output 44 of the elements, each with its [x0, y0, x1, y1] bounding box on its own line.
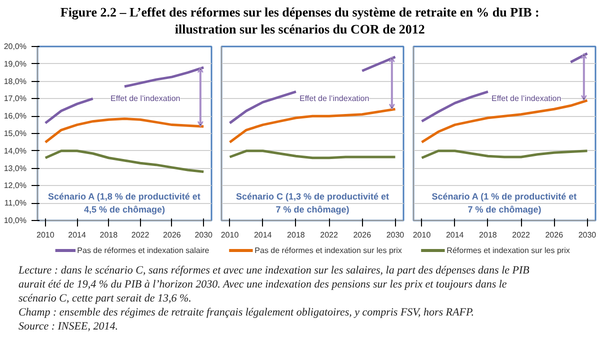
- y-tick-label: 14,0%: [4, 146, 27, 156]
- x-tick-label: 2018: [287, 230, 306, 240]
- x-tick-label: 2010: [36, 230, 55, 240]
- y-tick-label: 10,0%: [4, 216, 27, 225]
- y-tick-label: 19,0%: [4, 59, 27, 68]
- x-tick-label: 2022: [131, 230, 150, 240]
- x-tick-label: 2010: [220, 230, 240, 240]
- y-tick-label: 17,0%: [4, 94, 27, 104]
- annotation: Effet de l’indexation: [110, 94, 180, 104]
- x-tick-label: 2018: [100, 230, 118, 240]
- x-tick-label: 2030: [386, 230, 405, 240]
- y-tick-label: 11,0%: [4, 198, 27, 208]
- y-tick-label: 20,0%: [4, 42, 27, 51]
- text: Champ : ensemble des régimes de retraite français légalement obligatoires, y compris FSV, hors RAFP.: [18, 306, 474, 318]
- x-tick-label: 2026: [545, 230, 564, 240]
- annotation: Effet de l’indexation: [492, 94, 562, 104]
- x-tick-label: 2018: [479, 230, 498, 240]
- y-tick-label: 15,0%: [4, 129, 27, 138]
- annotation: Scénario C (1,3 % de productivité et 7 % de chômage): [236, 191, 390, 214]
- x-tick-label: 2010: [412, 230, 432, 240]
- line-series: [44, 117, 205, 144]
- y-tick-label: 18,0%: [4, 76, 27, 86]
- line-series: [44, 150, 205, 174]
- legend-label: Pas de réformes et indexation salaire: [77, 246, 210, 255]
- x-tick-label: 2022: [320, 230, 338, 240]
- legend-label: Réformes et indexation sur les prix: [446, 246, 570, 255]
- annotation: Scénario A (1 % de productivité et 7 % de chômage): [432, 191, 577, 214]
- y-tick-label: 13,0%: [4, 164, 27, 173]
- source-note: Source : INSEE, 2014.: [18, 320, 118, 332]
- x-tick-label: 2014: [446, 230, 464, 240]
- text: Figure 2.2 – L’effet des réformes sur les dépenses du système de retraite en % du PIB : illustration sur les scénarios du COR de 2012: [60, 4, 540, 37]
- x-tick-label: 2022: [512, 230, 530, 240]
- x-tick-label: 2026: [353, 230, 372, 240]
- y-tick-label: 12,0%: [4, 181, 27, 190]
- legend-label: Pas de réformes et indexation sur les prix: [254, 246, 402, 255]
- text: Lecture : dans le scénario C, sans réformes et avec une indexation sur les salaires, la part des dépenses dans le PIB aurait été de 19,4 % du PIB à l’horizon 2030. Avec une indexation des pensions sur les prix et toujours dans le scénario C, cette part serait de 13,6 %.: [17, 264, 530, 304]
- annotation: Effet de l’indexation: [300, 94, 370, 104]
- annotation: Scénario A (1,8 % de productivité et 4,5 % de chômage): [48, 191, 200, 214]
- x-tick-label: 2014: [254, 230, 272, 240]
- x-tick-label: 2030: [194, 230, 214, 240]
- x-tick-label: 2030: [578, 230, 597, 240]
- y-tick-label: 16,0%: [4, 112, 27, 121]
- x-tick-label: 2014: [68, 230, 86, 240]
- x-tick-label: 2026: [163, 230, 182, 240]
